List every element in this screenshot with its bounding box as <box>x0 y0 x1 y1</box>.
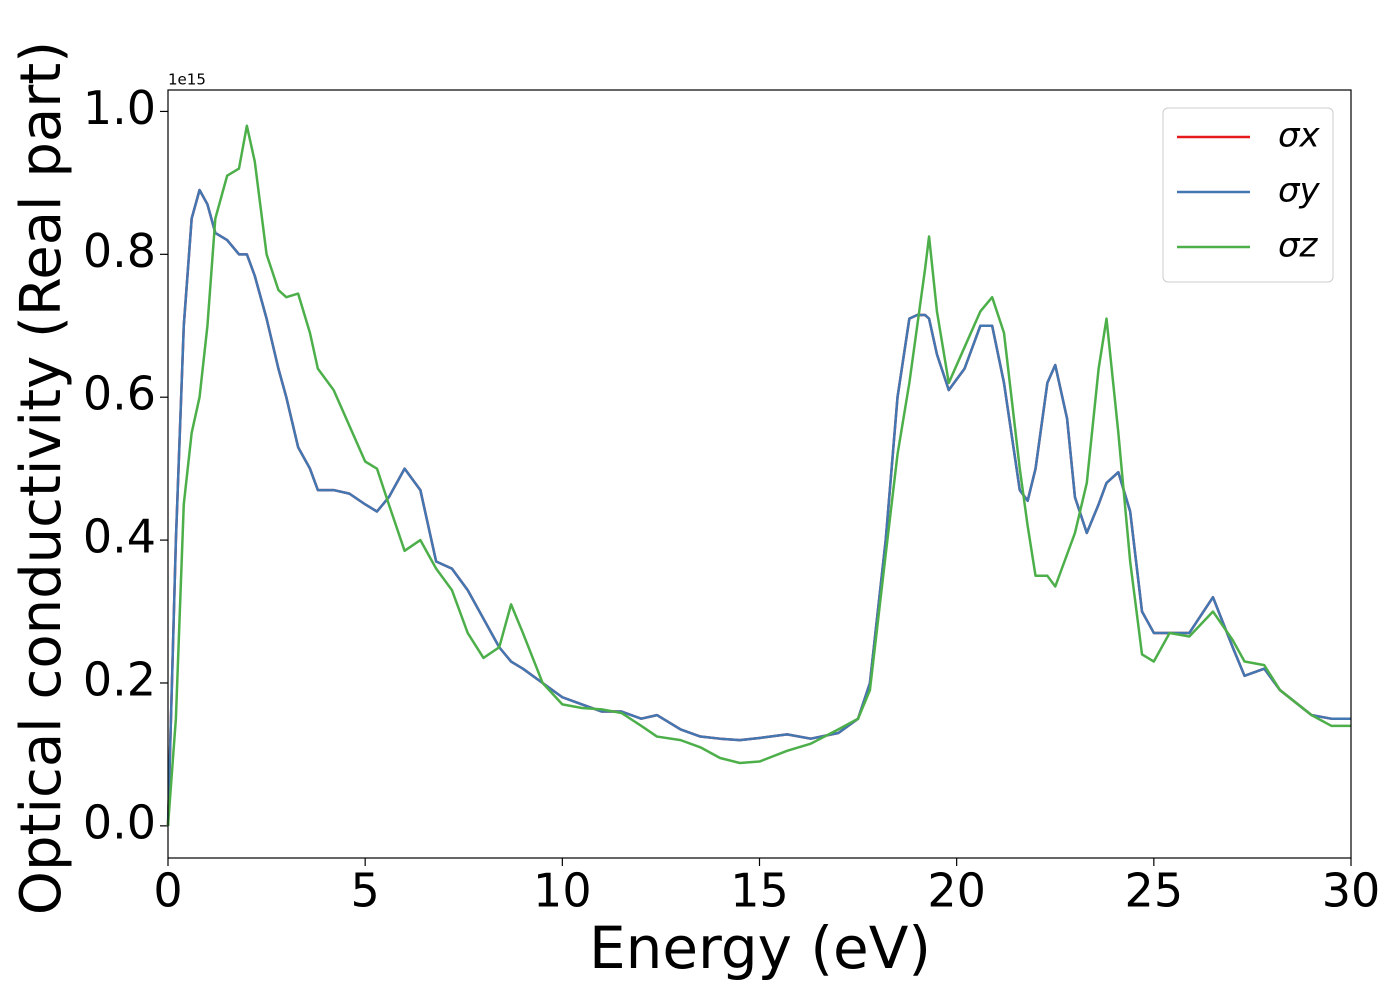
offset-label: 1e15 <box>168 71 206 89</box>
x-tick-label: 15 <box>730 864 789 918</box>
legend-label: σx <box>1278 116 1321 156</box>
x-tick-label: 30 <box>1322 864 1381 918</box>
y-axis-label: Optical conductivity (Real part) <box>9 41 74 915</box>
y-tick-label: 1.0 <box>83 81 156 135</box>
y-tick-label: 0.8 <box>83 224 156 278</box>
y-tick-label: 0.2 <box>83 652 156 706</box>
x-tick-label: 25 <box>1125 864 1184 918</box>
x-tick-label: 0 <box>153 864 182 918</box>
x-axis-label: Energy (eV) <box>589 914 931 982</box>
y-tick-label: 0.4 <box>83 510 156 564</box>
series-line <box>166 188 1351 826</box>
plot-frame <box>167 89 1352 859</box>
legend-label: σy <box>1278 171 1321 211</box>
x-tick-label: 5 <box>351 864 380 918</box>
legend-box <box>1162 107 1334 283</box>
series-line <box>166 124 1351 826</box>
y-tick-label: 0.0 <box>83 795 156 849</box>
y-tick-label: 0.6 <box>83 367 156 421</box>
x-tick-label: 10 <box>533 864 592 918</box>
series-line <box>166 188 1351 826</box>
legend-label: σz <box>1278 226 1319 266</box>
x-tick-label: 20 <box>927 864 986 918</box>
